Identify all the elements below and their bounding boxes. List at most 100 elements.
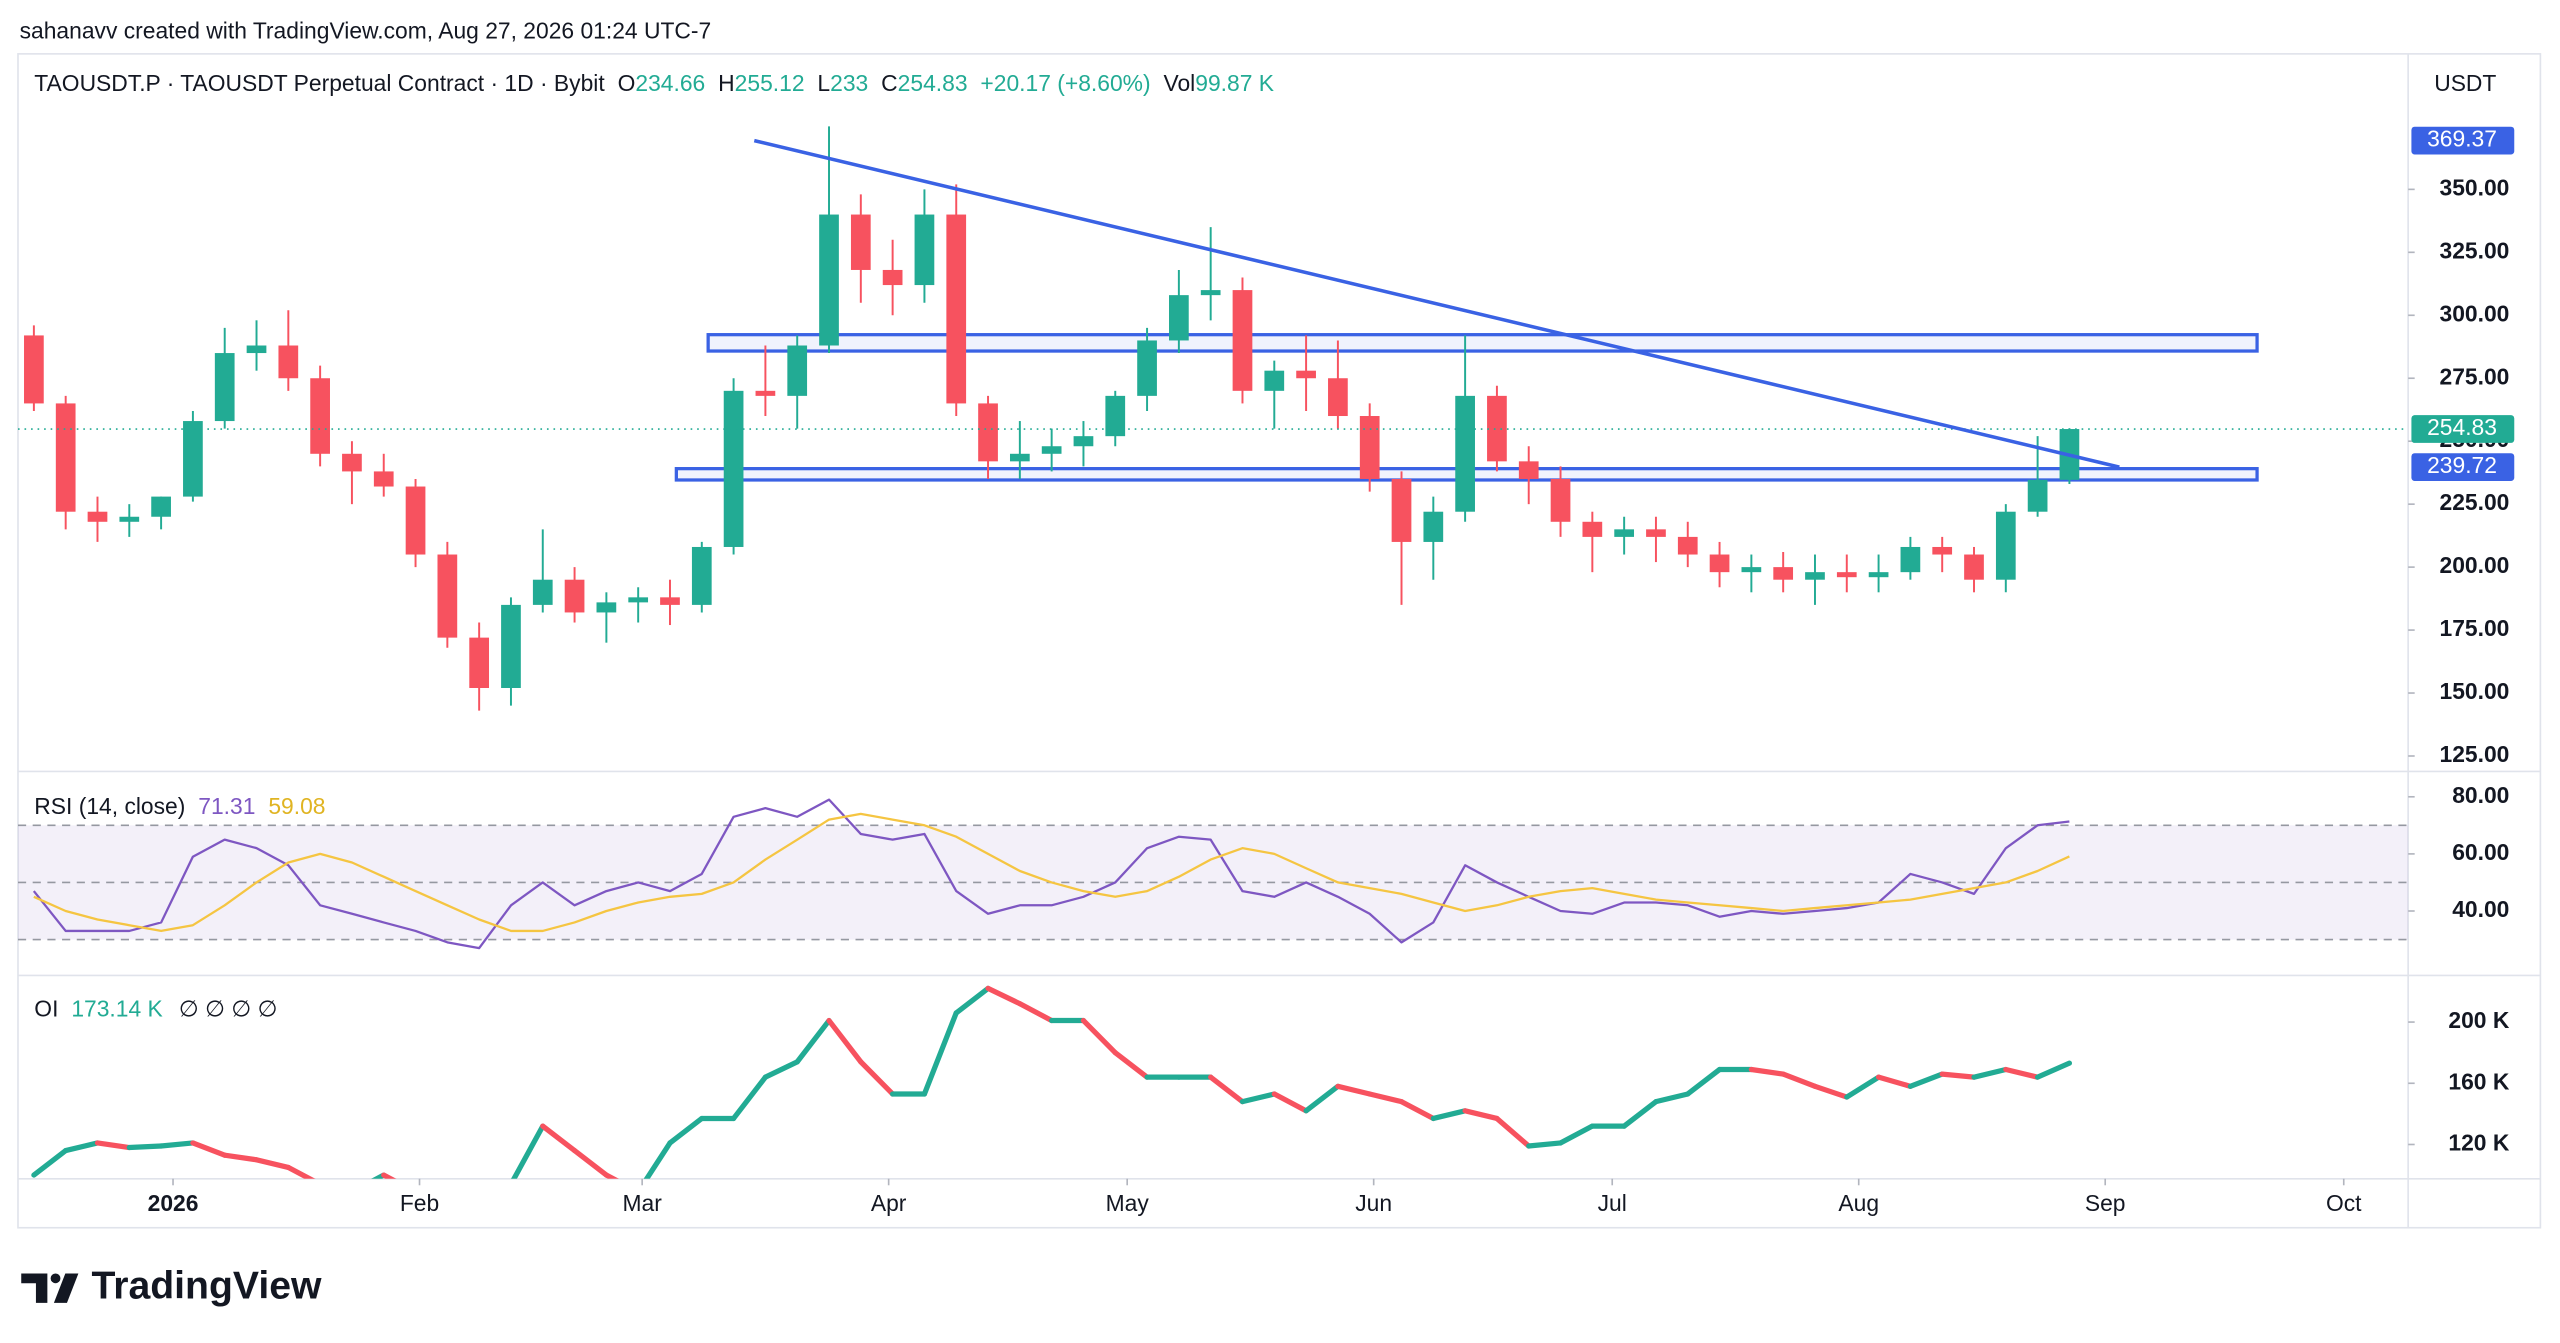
candle-body <box>1073 436 1094 447</box>
x-tick-label: 2026 <box>148 1190 199 1216</box>
candle-body <box>1455 395 1475 512</box>
oi-segment <box>510 1123 546 1179</box>
oi-segment <box>94 1140 132 1151</box>
candle-body <box>1868 572 1889 578</box>
volume-key: Vol <box>1164 70 1196 96</box>
attribution: sahanavv created with TradingView.com, A… <box>20 18 712 44</box>
y-tick-label: 350.00 <box>2439 174 2509 200</box>
candle-body <box>119 516 140 522</box>
close-value: 254.83 <box>898 70 968 96</box>
oi-segment <box>1844 1074 1882 1100</box>
ohlc-key: L <box>817 70 830 96</box>
ohlc-key: C <box>881 70 898 96</box>
candle-body <box>1296 370 1316 379</box>
oi-segment <box>921 1010 959 1097</box>
oi-segment <box>1398 1099 1436 1122</box>
rsi-header: RSI (14, close) 71.31 59.08 <box>34 793 325 819</box>
oi-segment <box>253 1157 291 1171</box>
oi-segment <box>1017 1001 1055 1024</box>
oi-segment <box>1112 1050 1150 1080</box>
brand-name: TradingView <box>91 1264 322 1307</box>
oi-segment <box>794 1017 832 1065</box>
oi-segment <box>1685 1066 1723 1097</box>
series-line <box>33 812 2070 933</box>
candle-body <box>1709 554 1730 573</box>
x-tick-label: May <box>1106 1190 1150 1216</box>
oi-value: 173.14 K <box>71 996 162 1022</box>
oi-segment <box>190 1140 228 1158</box>
oi-segment <box>1971 1066 2009 1080</box>
oi-segment <box>1208 1074 1246 1105</box>
x-tick-label: Apr <box>871 1190 907 1216</box>
oi-segment <box>667 1115 705 1146</box>
y-tick-label: 150.00 <box>2439 678 2509 704</box>
rsi-ma-value: 59.08 <box>268 793 325 819</box>
oi-segment <box>1335 1083 1373 1097</box>
oi-segment <box>1462 1108 1500 1122</box>
candle-body <box>1836 572 1857 578</box>
oi-segment <box>1080 1017 1118 1056</box>
candle-body <box>2027 479 2048 512</box>
price-tag-label: 369.37 <box>2427 126 2497 152</box>
candle-body <box>1582 521 1603 537</box>
oi-segment <box>31 1147 69 1178</box>
y-tick-label: 200 K <box>2448 1007 2509 1033</box>
candle-body <box>405 486 426 555</box>
oi-segment <box>1621 1099 1659 1129</box>
oi-segment <box>762 1059 800 1080</box>
oi-segment <box>63 1140 101 1154</box>
oi-segment <box>826 1017 864 1065</box>
y-tick-label: 80.00 <box>2452 782 2509 808</box>
series-line <box>32 798 2070 950</box>
high-value: 255.12 <box>735 70 805 96</box>
symbol-title: TAOUSDT.P · TAOUSDT Perpetual Contract ·… <box>34 70 605 96</box>
candle-body <box>1646 529 1666 537</box>
trend-line <box>753 138 2120 469</box>
candle-body <box>660 597 680 605</box>
plot-layer: 125.00150.00175.00200.00225.00250.00275.… <box>17 126 2515 1216</box>
price-header: TAOUSDT.P · TAOUSDT Perpetual Contract ·… <box>34 70 1274 96</box>
x-tick-label: Aug <box>1838 1190 1879 1216</box>
candle-body <box>787 345 808 396</box>
oi-segment <box>1526 1140 1564 1149</box>
candle-body <box>946 214 967 404</box>
oi-segment <box>1780 1071 1818 1089</box>
candle-body <box>342 453 362 472</box>
oi-segment <box>858 1059 896 1097</box>
candle-body <box>1550 478 1571 522</box>
candle-body <box>1423 511 1444 542</box>
rsi-title: RSI (14, close) <box>34 793 185 819</box>
x-tick-label: Oct <box>2326 1190 2362 1216</box>
candle-body <box>1900 546 1921 573</box>
chart-frame <box>17 53 2542 1229</box>
oi-segment <box>371 1172 387 1179</box>
candle-body <box>1328 378 1348 417</box>
candle-body <box>1805 572 1825 580</box>
oi-segment <box>1875 1074 1914 1089</box>
candle-body <box>850 214 871 270</box>
x-tick-label: Mar <box>622 1190 662 1216</box>
oi-segment <box>643 1140 673 1179</box>
oi-segment <box>730 1074 769 1122</box>
oi-segment <box>285 1164 316 1179</box>
candle-body <box>437 554 458 638</box>
volume-value: 99.87 K <box>1195 70 1274 96</box>
oi-segment <box>320 1184 352 1192</box>
candle-body <box>1041 446 1062 454</box>
candle-body <box>55 403 76 512</box>
oi-markers: ∅ ∅ ∅ ∅ <box>179 996 278 1022</box>
x-tick-label: Jun <box>1355 1190 1392 1216</box>
y-tick-label: 40.00 <box>2452 896 2509 922</box>
oi-segment <box>1271 1091 1309 1114</box>
y-tick-label: 300.00 <box>2439 300 2509 326</box>
price-tag <box>2411 415 2515 443</box>
oi-title: OI <box>34 996 58 1022</box>
oi-segment <box>158 1140 196 1149</box>
candle-body <box>1264 370 1285 391</box>
candle-body <box>214 353 235 422</box>
candle-body <box>723 390 744 547</box>
candle-body <box>1741 567 1762 573</box>
pane-plot <box>17 126 2409 711</box>
